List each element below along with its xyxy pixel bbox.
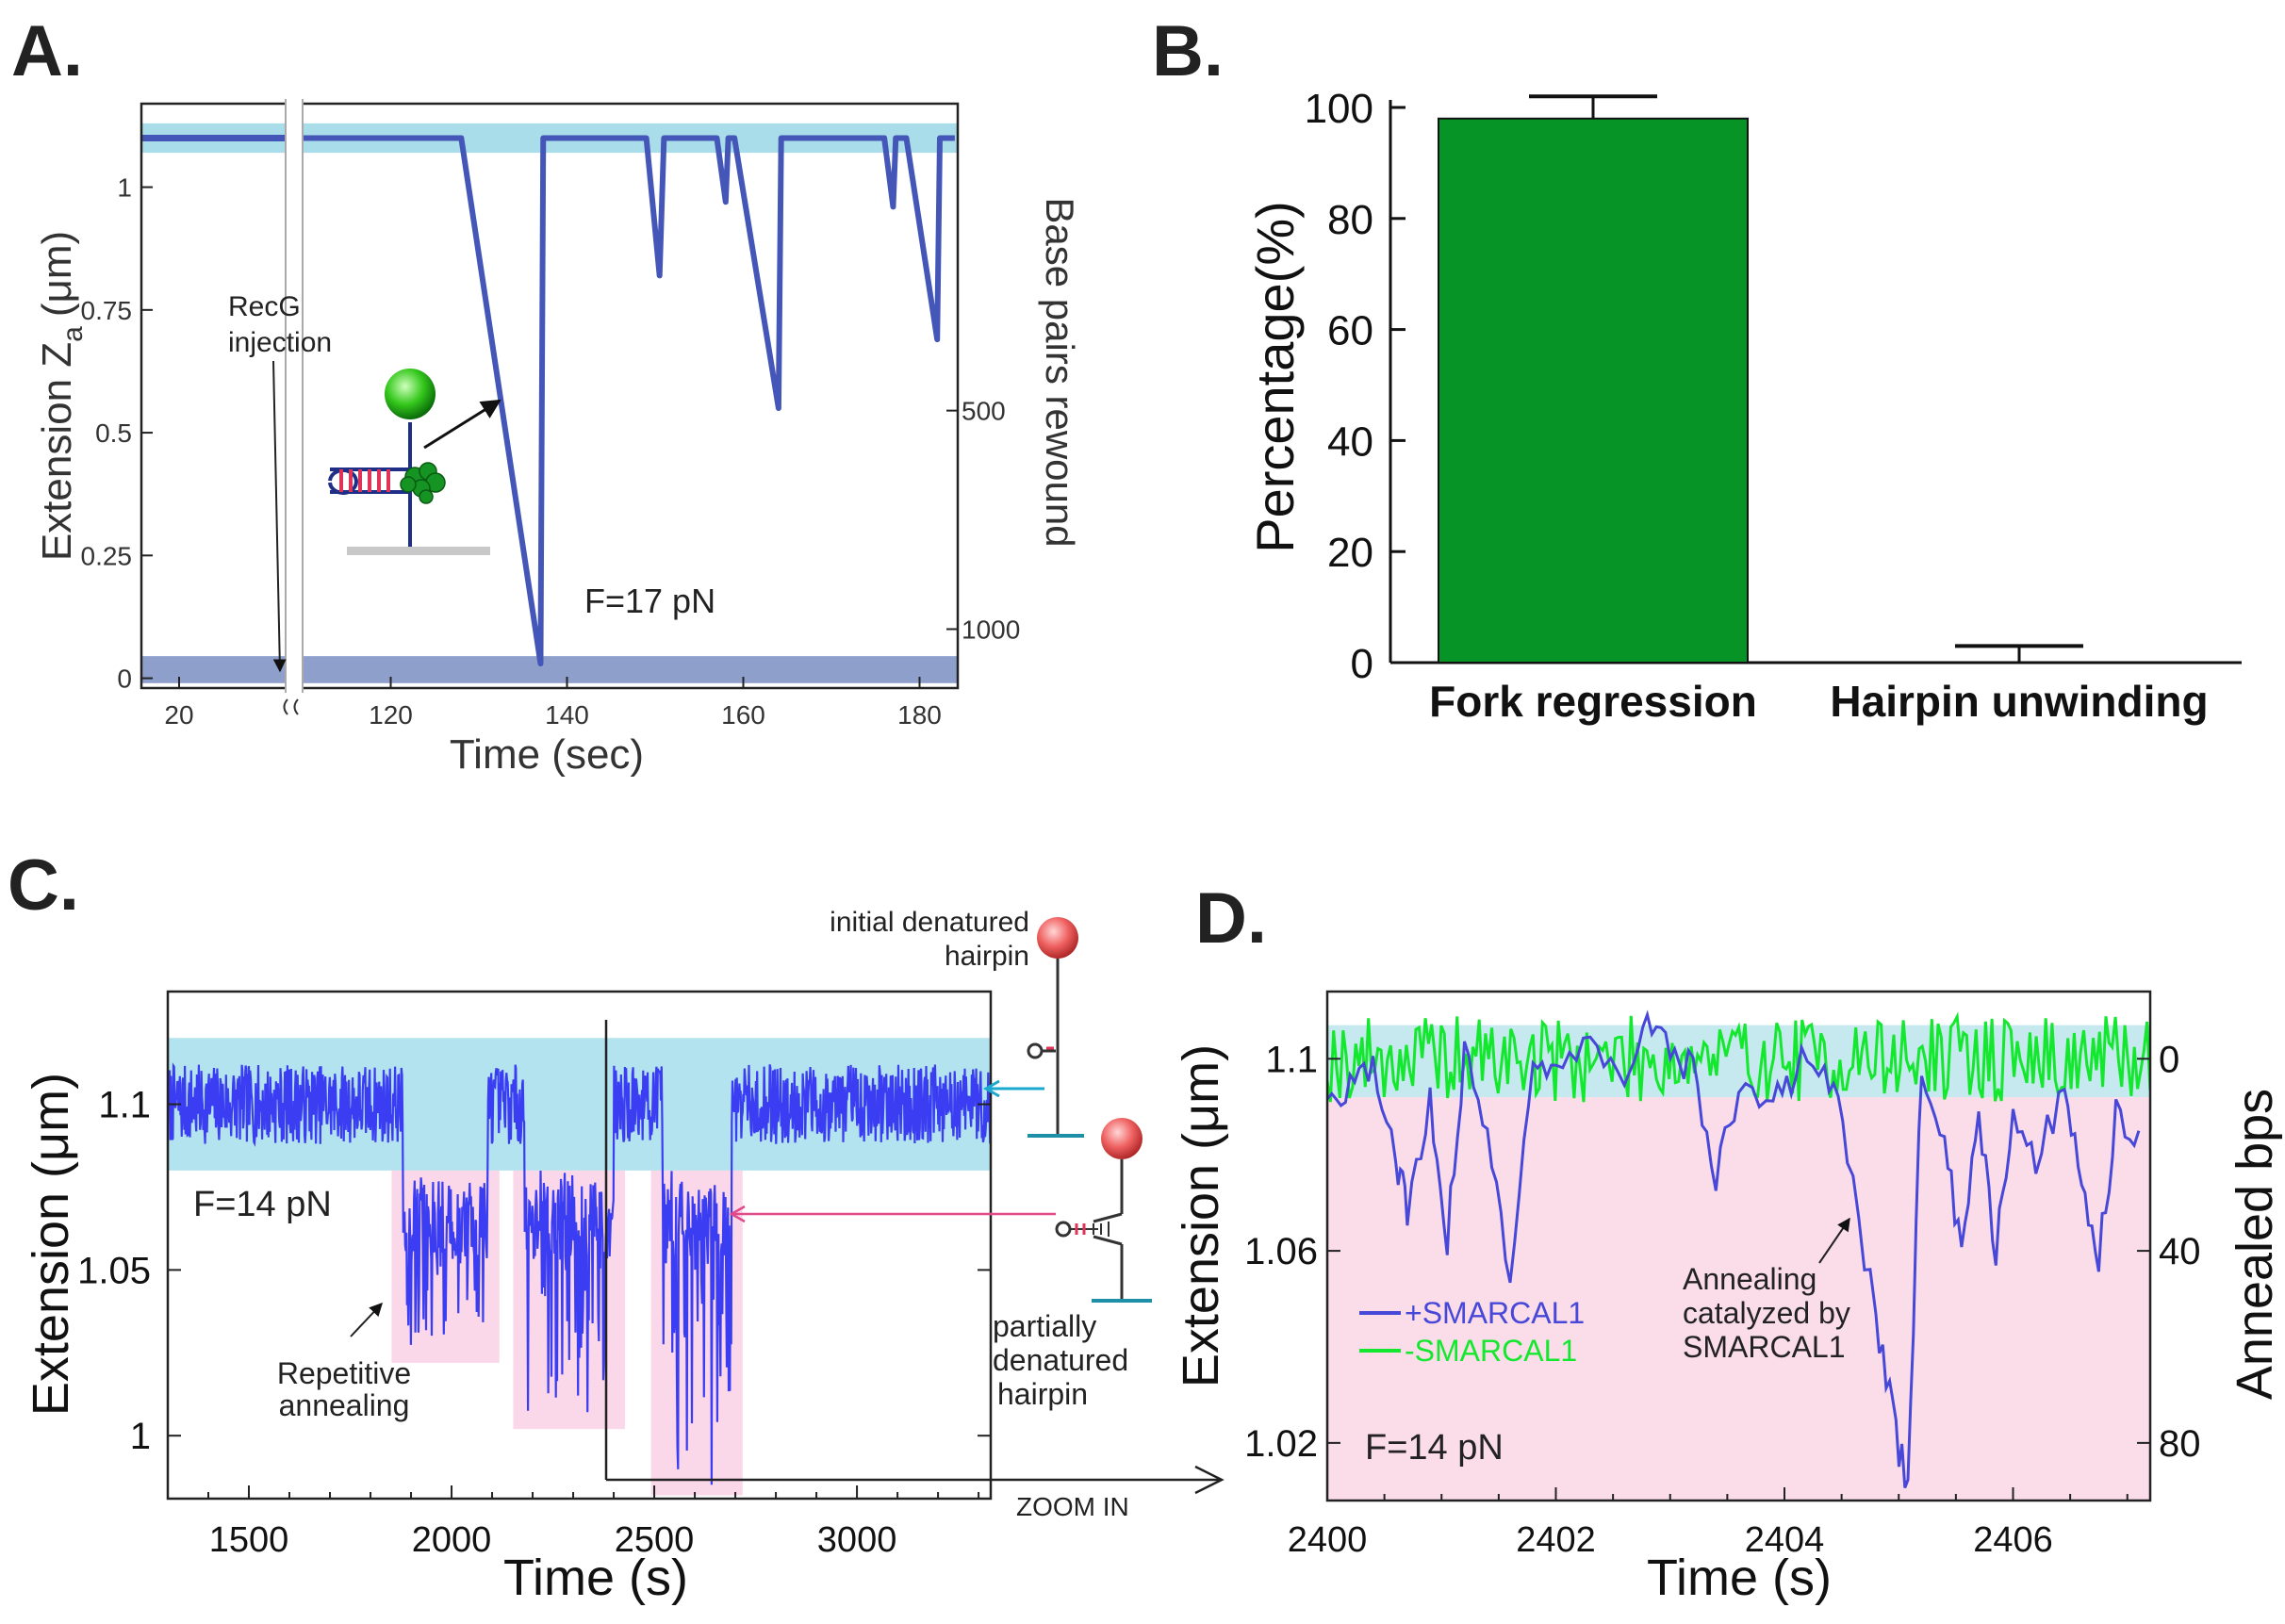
legend-label-minus: -SMARCAL1 [1405, 1334, 1577, 1368]
axis-break-mark [283, 698, 299, 715]
x-tick-label-a: 180 [897, 700, 942, 730]
legend-label-plus: +SMARCAL1 [1405, 1296, 1585, 1330]
repetitive-annealing-label: Repetitive annealing [277, 1356, 411, 1422]
x-tick-label-a: 20 [164, 700, 193, 730]
recg-injection-pointer [272, 360, 287, 673]
y-tick-label-b: 80 [1327, 197, 1373, 243]
x-tick-label-d: 2404 [1745, 1520, 1825, 1560]
y-tick-label-c: 1.05 [77, 1250, 151, 1291]
x-tick-label-d: 2402 [1516, 1520, 1596, 1560]
force-annotation-c: F=14 pN [193, 1185, 332, 1224]
initial-hairpin-label: initial denatured hairpin [830, 907, 1029, 972]
repetitive-annealing-pointer [350, 1302, 383, 1337]
x-tick-label-c: 1500 [209, 1520, 289, 1560]
y-tick-label-a: 0.5 [95, 418, 132, 448]
panel-c-xlabel: Time (s) [503, 1550, 688, 1606]
fork-schematic [328, 369, 501, 555]
panel-d-xlabel: Time (s) [1647, 1550, 1832, 1606]
y2-tick-label-a: 500 [962, 397, 1006, 426]
panel-b-label: B. [1152, 11, 1224, 91]
y-tick-label-d: 1.1 [1265, 1039, 1318, 1080]
y2-tick-label-a: 1000 [962, 615, 1020, 644]
panel-a-ylabel: Extension Za(μm) [34, 231, 89, 561]
zoom-in-arrowhead [1194, 1465, 1225, 1495]
y-tick-label-b: 20 [1327, 530, 1373, 576]
panel-a-frame [140, 102, 960, 690]
y-tick-label-a: 0.25 [81, 541, 133, 570]
panel-a-xlabel: Time (sec) [450, 731, 644, 778]
y-tick-label-d: 1.02 [1244, 1423, 1318, 1465]
y-tick-label-c: 1 [130, 1416, 151, 1457]
x-tick-label-a: 140 [545, 700, 589, 730]
trace-a [303, 135, 955, 666]
x-tick-label-d: 2400 [1288, 1520, 1368, 1560]
x-tick-label-d: 2406 [1973, 1520, 2053, 1560]
y-tick-label-b: 60 [1327, 308, 1373, 354]
annealing-catalyzed-label: Annealing catalyzed by SMARCAL1 [1683, 1262, 1850, 1364]
panel-c-ylabel: Extension (μm) [23, 1073, 79, 1416]
partial-hairpin-label: partially denatured hairpin [993, 1309, 1128, 1411]
x-tick-label-c: 3000 [817, 1520, 897, 1560]
partial-hairpin-schematic [729, 1118, 1152, 1303]
recg-injection-label: RecG injection [228, 291, 332, 358]
x-tick-label-a: 160 [721, 700, 765, 730]
y2-tick-label-d: 80 [2159, 1423, 2201, 1465]
panel-c: C. 1500 2000 2500 3000 1 1.05 1.1 ZOOM IN Time… [8, 845, 1225, 1606]
y-tick-label-a: 0.75 [81, 296, 133, 325]
panel-c-frame [166, 990, 993, 1501]
y2-tick-label-d: 40 [2159, 1231, 2201, 1272]
y-tick-label-b: 100 [1305, 86, 1373, 132]
y-tick-label-c: 1.1 [98, 1085, 151, 1126]
zoom-in-label: ZOOM IN [1016, 1492, 1129, 1521]
panel-c-label: C. [8, 845, 79, 926]
x-tick-label-a: 120 [369, 700, 413, 730]
initial-hairpin-schematic [982, 917, 1084, 1138]
bar-0 [1438, 117, 1749, 664]
legend-d: +SMARCAL1 -SMARCAL1 [1359, 1296, 1585, 1368]
trace-c [168, 1062, 991, 1485]
x-tick-label-c: 2500 [615, 1520, 695, 1560]
panel-d-label: D. [1195, 878, 1267, 959]
y2-tick-label-d: 0 [2159, 1039, 2179, 1080]
panel-d: D. 2400 2402 2404 2406 1.02 1.06 1.1 0 40 80 Time… [1173, 878, 2283, 1606]
x-tick-label-c: 2000 [412, 1520, 492, 1560]
panel-a-y2label: Base pairs rewound [1038, 197, 1082, 547]
panel-d-y2label: Annealed bps [2227, 1089, 2283, 1400]
panel-a-label: A. [11, 11, 83, 91]
magnetic-bead [385, 369, 436, 419]
force-annotation-d: F=14 pN [1365, 1428, 1504, 1468]
annealing-catalyzed-pointer [1818, 1217, 1850, 1264]
y-tick-label-a: 0 [117, 664, 132, 694]
category-label-0: Fork regression [1429, 677, 1757, 726]
force-annotation-a: F=17 pN [584, 582, 715, 620]
panel-a: A. 20 120 140 160 180 0 0.25 0.5 0.75 1 500 1000 Ti… [11, 11, 1082, 778]
panel-b: B. 0 20 40 60 80 100 Percentage(%) Fork regre… [1152, 11, 2242, 726]
y-tick-label-b: 0 [1351, 641, 1373, 687]
annealing-region-d [1327, 1097, 2150, 1501]
y-tick-label-b: 40 [1327, 418, 1373, 465]
panel-b-ylabel: Percentage(%) [1245, 201, 1305, 553]
panel-d-ylabel: Extension (μm) [1173, 1044, 1229, 1387]
axis-break-gap [286, 99, 303, 693]
low-extension-band [141, 656, 958, 683]
y-tick-label-d: 1.06 [1244, 1231, 1318, 1272]
recg-protein [400, 462, 446, 504]
trace-d-plus-smarcal1 [1327, 1009, 2141, 1489]
category-label-1: Hairpin unwinding [1830, 677, 2208, 726]
panel-d-frame [1325, 990, 2152, 1502]
y-tick-label-a: 1 [117, 173, 132, 203]
